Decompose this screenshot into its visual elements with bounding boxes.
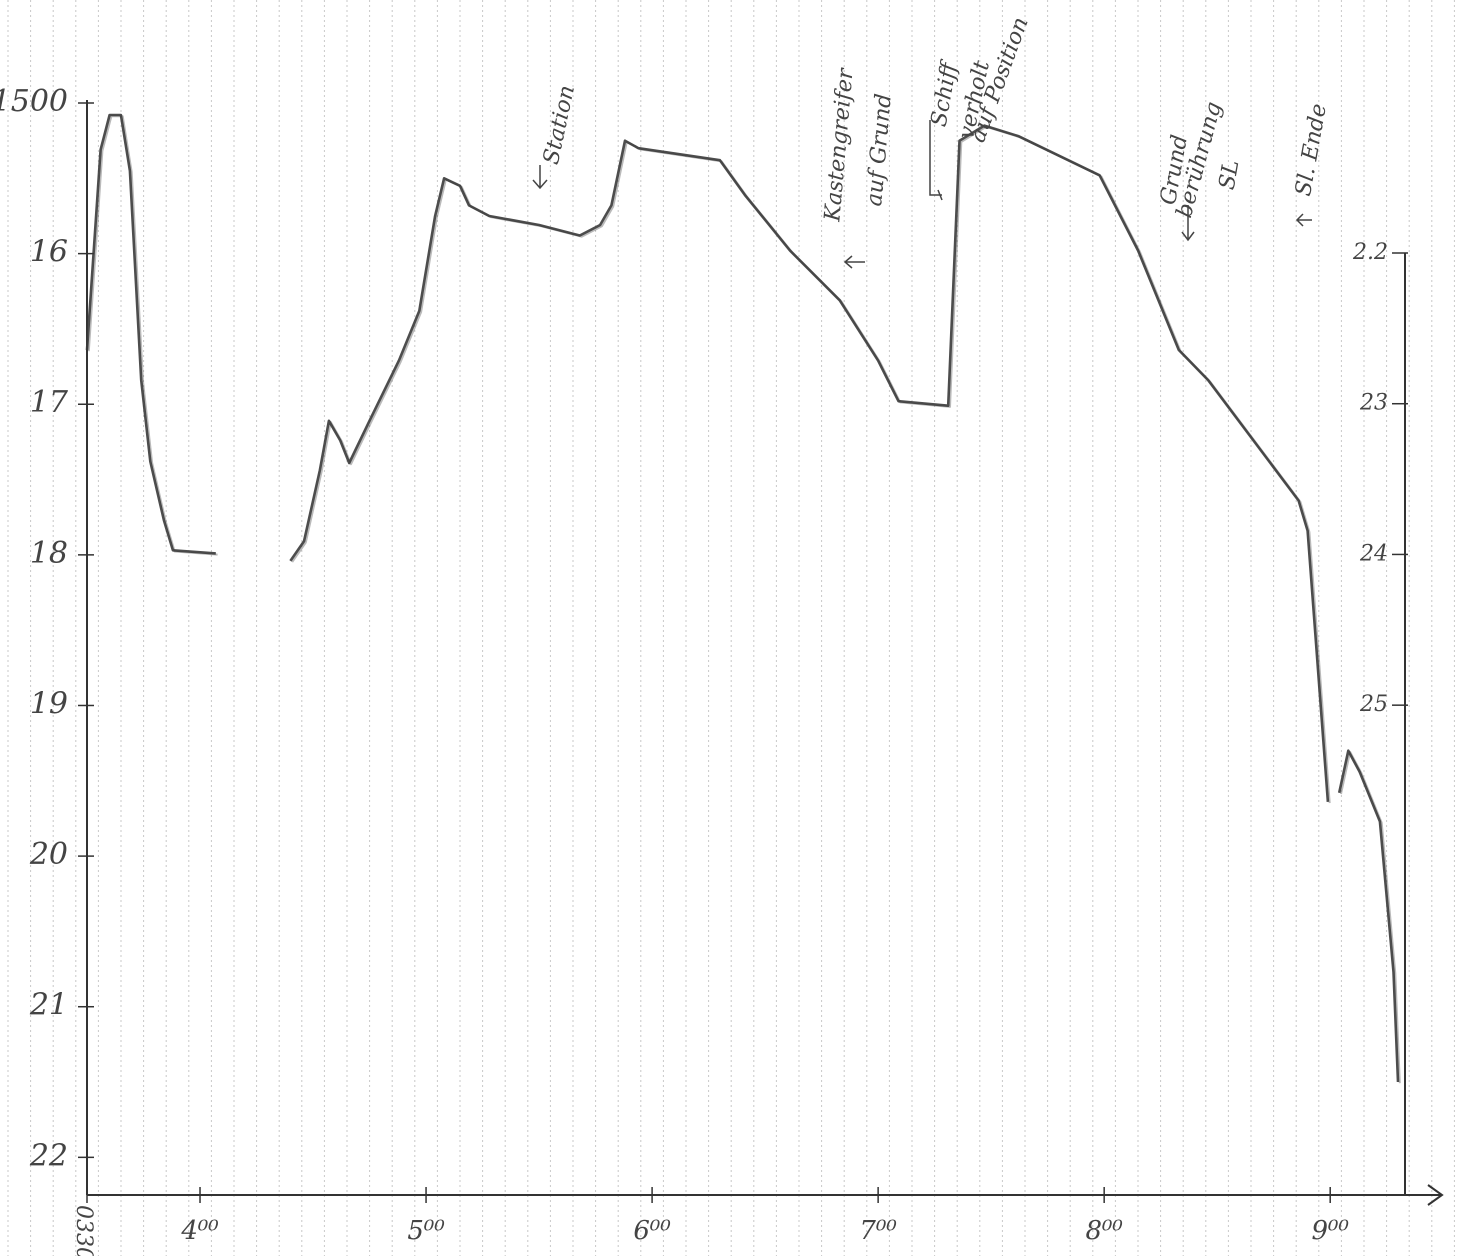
- y2-tick-label: 25: [1359, 692, 1388, 717]
- y2-tick-label: 24: [1359, 541, 1388, 566]
- x-tick-label: 8⁰⁰: [1085, 1216, 1123, 1246]
- annotation: auf Grund: [862, 93, 897, 208]
- y-tick-label: 18: [30, 536, 68, 571]
- x-tick-label: 7⁰⁰: [859, 1216, 897, 1246]
- data-line-shadow: [87, 115, 1401, 1084]
- y-tick-label: 19: [30, 686, 68, 721]
- y-tick-label: 1500: [0, 84, 68, 119]
- y-tick-label: 22: [29, 1138, 68, 1173]
- annotation: Kastengreifer: [820, 66, 858, 223]
- x-tick-label: 9⁰⁰: [1312, 1216, 1350, 1246]
- annotation: Sl. Ende: [1291, 102, 1332, 198]
- arrows: [532, 120, 1312, 269]
- y2-tick-label: 23: [1359, 391, 1388, 416]
- x-axis-arrow: [1427, 1184, 1444, 1206]
- x-tick-label: 4⁰⁰: [180, 1216, 219, 1246]
- x-tick-label: 0330: [71, 1205, 96, 1256]
- y-tick-label: 21: [29, 988, 68, 1023]
- data-line: [85, 113, 1400, 1083]
- y-tick-label: 16: [30, 235, 68, 270]
- y-tick-label: 20: [29, 837, 68, 872]
- x-tick-label: 5⁰⁰: [407, 1216, 445, 1246]
- x-tick-label: 6⁰⁰: [633, 1216, 671, 1246]
- y-tick-label: 17: [30, 385, 69, 420]
- annotation: Station: [539, 83, 580, 167]
- annotation: SL: [1215, 158, 1245, 192]
- y2-tick-label: 2.2: [1352, 240, 1388, 265]
- graph-paper: [7, 0, 1455, 1256]
